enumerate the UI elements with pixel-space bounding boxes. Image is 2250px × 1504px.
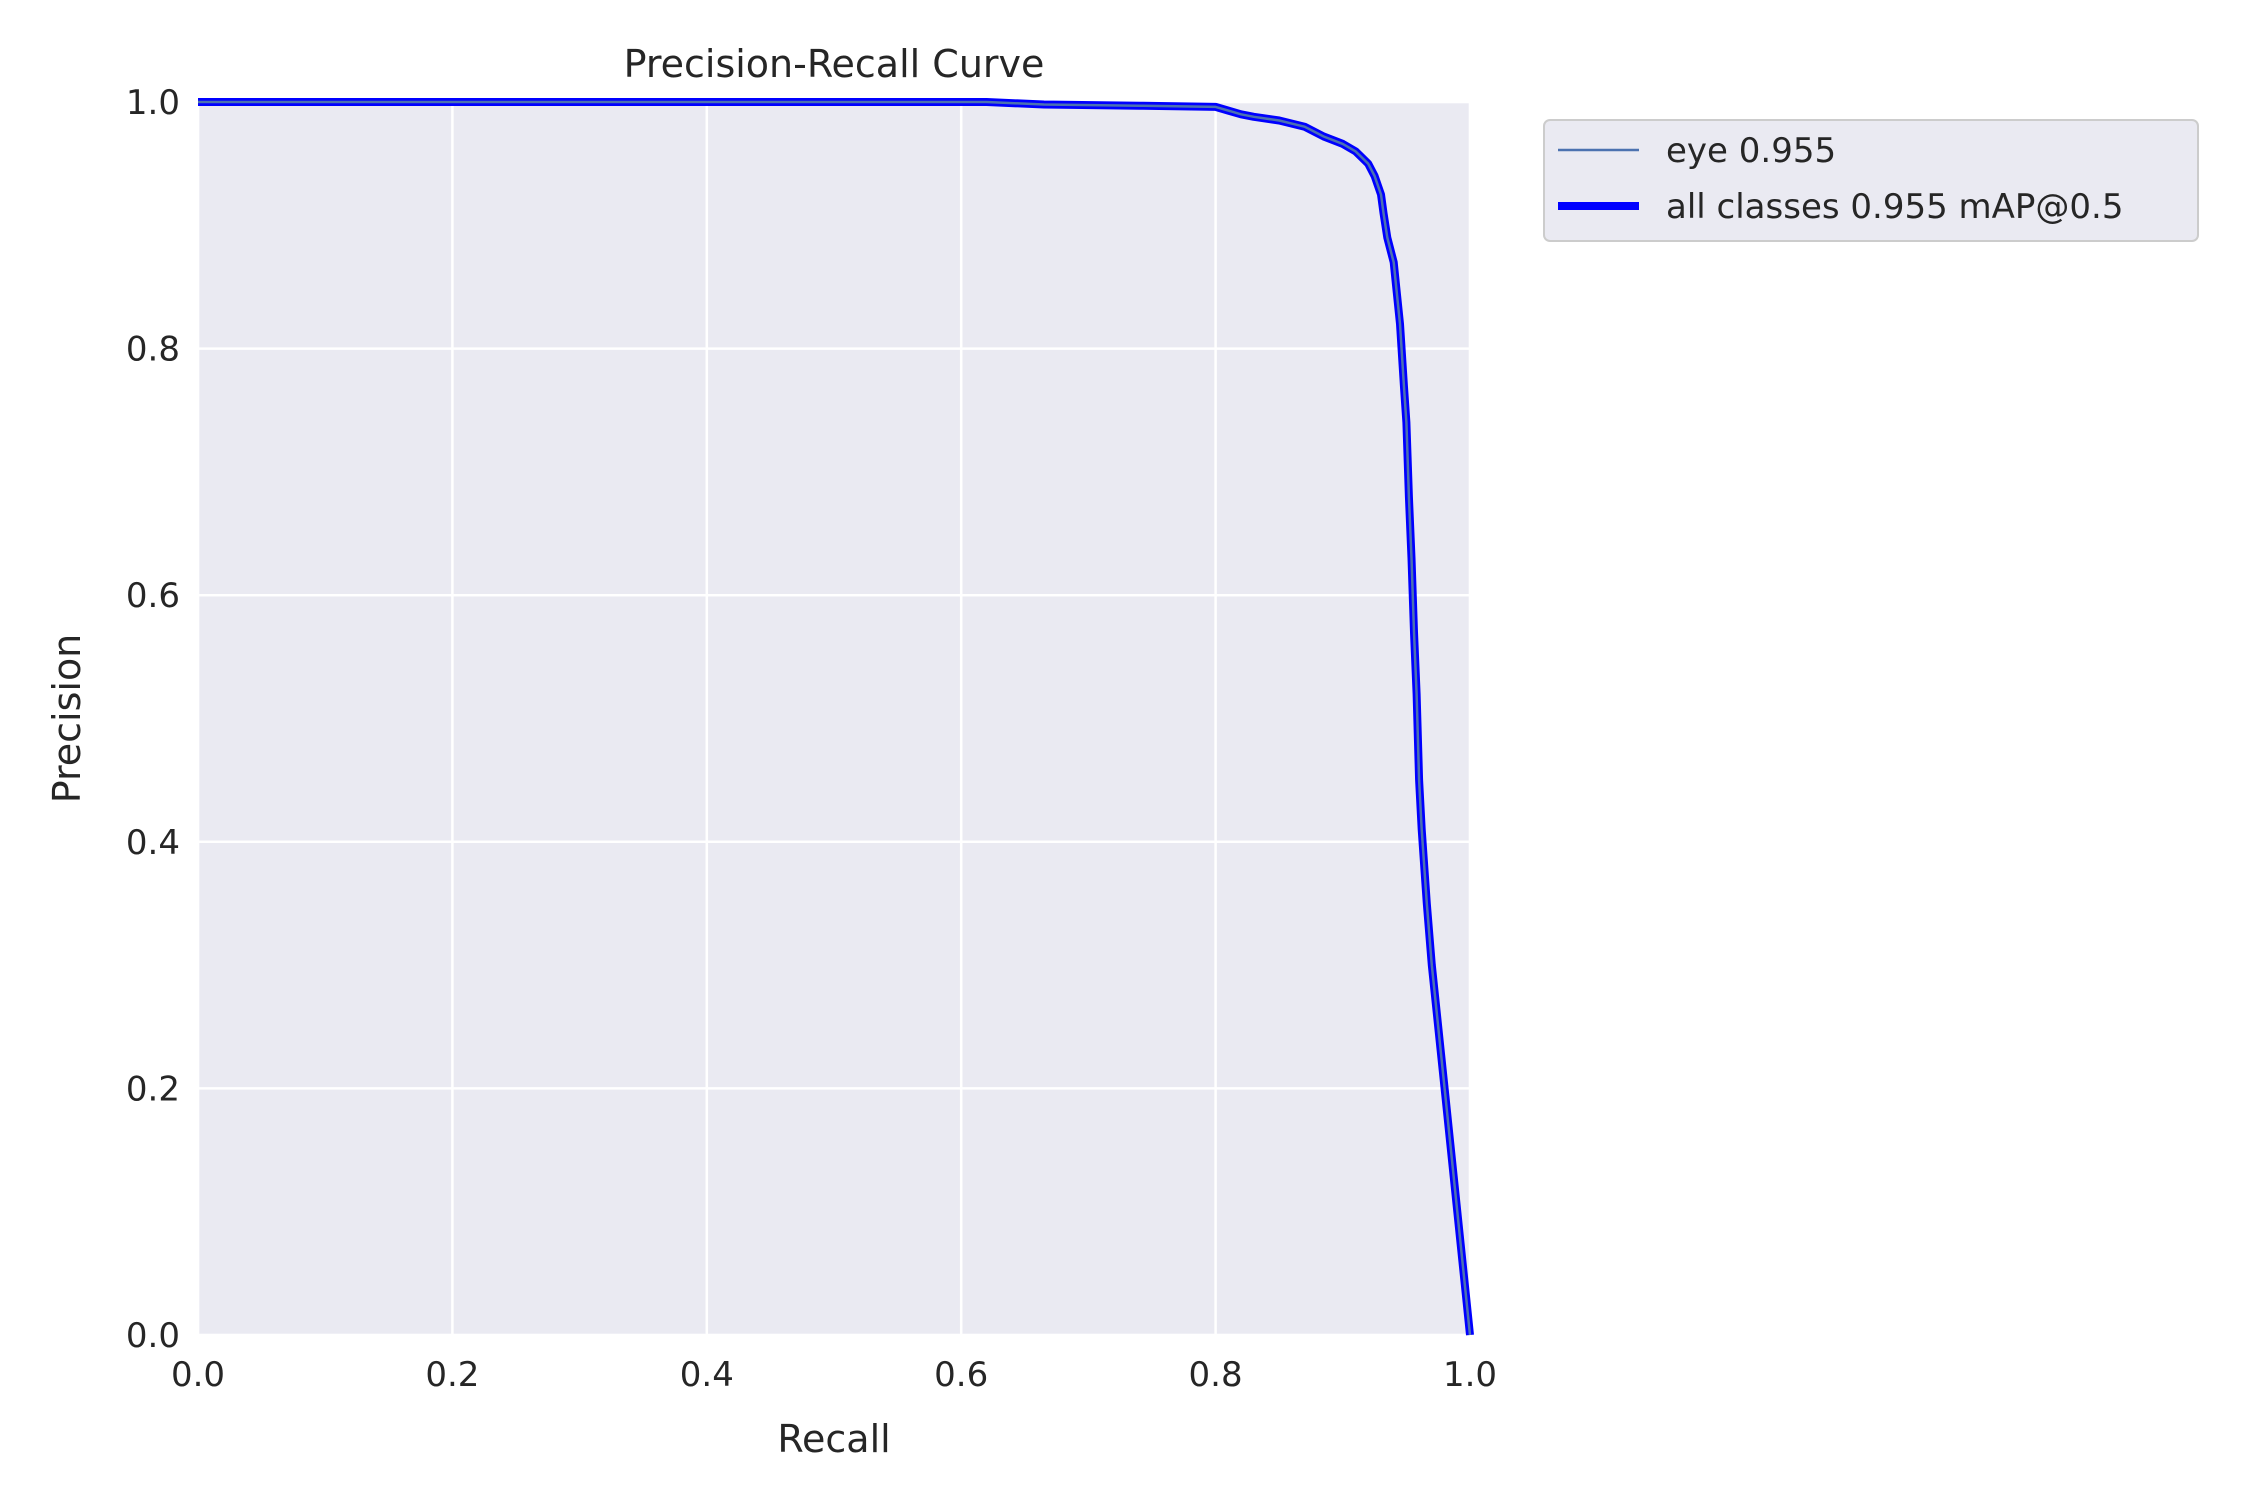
- x-tick-label: 0.2: [425, 1355, 479, 1395]
- y-tick-label: 0.6: [126, 576, 180, 616]
- x-axis-label: Recall: [777, 1417, 890, 1461]
- x-tick-labels: 0.0 0.2 0.4 0.6 0.8 1.0: [171, 1355, 1497, 1395]
- y-tick-labels: 0.0 0.2 0.4 0.6 0.8 1.0: [126, 83, 180, 1356]
- x-tick-label: 0.0: [171, 1355, 225, 1395]
- legend-label: all classes 0.955 mAP@0.5: [1666, 187, 2123, 227]
- legend: eye 0.955 all classes 0.955 mAP@0.5: [1543, 119, 2199, 242]
- y-tick-label: 0.0: [126, 1316, 180, 1356]
- y-tick-label: 0.2: [126, 1069, 180, 1109]
- y-tick-label: 0.4: [126, 823, 180, 863]
- x-tick-label: 0.8: [1189, 1355, 1243, 1395]
- plot-area: [198, 102, 1470, 1335]
- y-tick-label: 1.0: [126, 83, 180, 123]
- x-tick-label: 1.0: [1443, 1355, 1497, 1395]
- chart-title: Precision-Recall Curve: [624, 42, 1045, 86]
- legend-label: eye 0.955: [1666, 131, 1836, 171]
- legend-box: [1543, 119, 2199, 242]
- legend-items: eye 0.955 all classes 0.955 mAP@0.5: [1558, 131, 2123, 227]
- x-tick-label: 0.6: [934, 1355, 988, 1395]
- series-line-0: [198, 100, 1472, 1336]
- y-tick-label: 0.8: [126, 330, 180, 370]
- x-tick-label: 0.4: [680, 1355, 734, 1395]
- y-axis-label: Precision: [45, 634, 89, 804]
- series-layer: [198, 98, 1474, 1336]
